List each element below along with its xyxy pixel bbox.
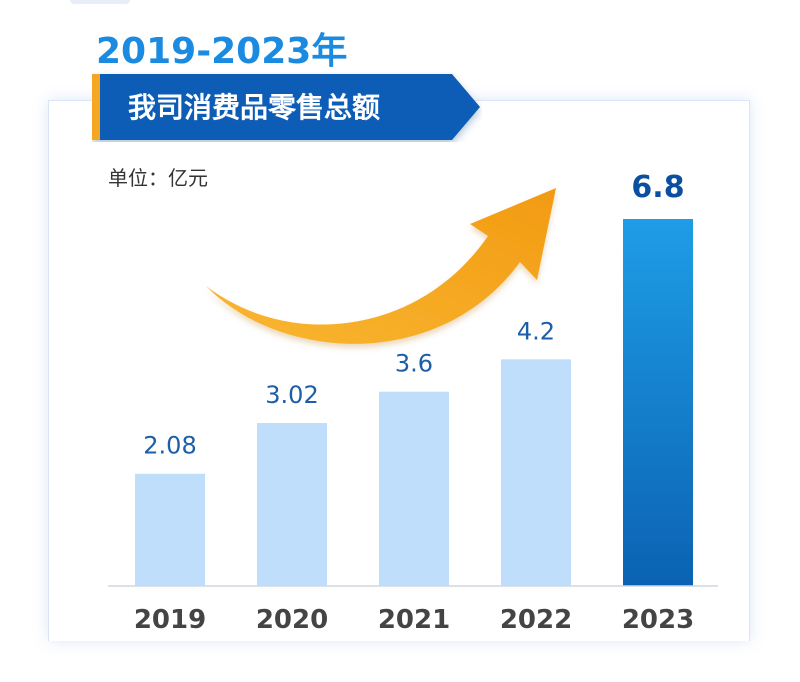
value-label-2023: 6.8 <box>631 170 684 205</box>
bar-2022 <box>501 359 571 586</box>
banner-shape <box>92 74 480 140</box>
bar-2023 <box>623 219 693 586</box>
value-label-2021: 3.6 <box>395 350 433 378</box>
bar-2021 <box>379 391 449 586</box>
x-tick-label-2023: 2023 <box>622 605 694 635</box>
value-label-2022: 4.2 <box>517 317 555 345</box>
x-tick-label-2022: 2022 <box>500 605 572 635</box>
value-label-2019: 2.08 <box>143 432 196 460</box>
subtitle-text: 我司消费品零售总额 <box>128 91 381 124</box>
x-tick-label-2021: 2021 <box>378 605 450 635</box>
x-tick-label-2020: 2020 <box>256 605 328 635</box>
bar-2019 <box>135 473 205 586</box>
x-tick-label-2019: 2019 <box>134 605 206 635</box>
trend-arrow <box>206 188 556 344</box>
value-label-2020: 3.02 <box>265 381 318 409</box>
top-tab-decoration <box>70 0 130 4</box>
unit-label: 单位：亿元 <box>108 166 208 190</box>
year-range-title: 2019-2023年 <box>96 31 348 72</box>
bar-2020 <box>257 423 327 586</box>
subtitle-banner: 我司消费品零售总额 <box>92 72 482 142</box>
